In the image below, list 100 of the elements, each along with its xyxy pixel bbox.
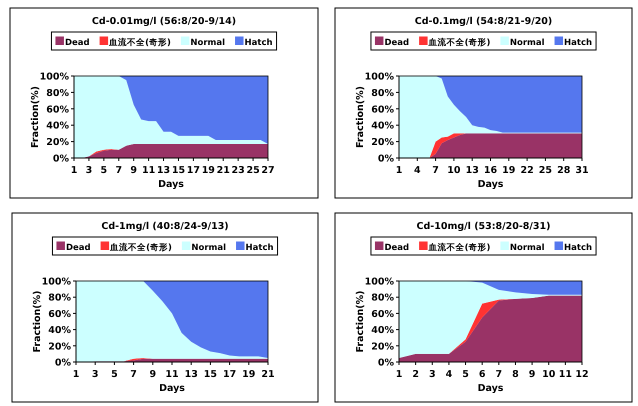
y-tick-label: 0% (54, 358, 72, 368)
y-tick-label: 60% (371, 104, 394, 116)
x-tick-label: 7 (115, 165, 122, 176)
y-tick-label: 20% (48, 341, 72, 352)
x-tick-label: 2 (412, 369, 419, 380)
legend-label: 血流不全(奇形) (428, 242, 490, 253)
x-tick-label: 21 (261, 369, 275, 380)
x-tick-label: 15 (204, 369, 218, 380)
legend-label: Hatch (244, 38, 273, 48)
x-tick-label: 21 (216, 165, 230, 176)
legend-label: 血流不全(奇形) (428, 37, 490, 48)
x-axis-title: Days (159, 383, 186, 394)
x-tick-label: 22 (520, 165, 534, 176)
legend-label: Hatch (564, 38, 592, 48)
x-tick-label: 16 (484, 165, 498, 176)
x-tick-label: 9 (130, 165, 138, 176)
x-tick-label: 3 (428, 369, 436, 380)
x-tick-label: 7 (496, 369, 502, 380)
x-tick-label: 25 (246, 165, 260, 176)
legend-label: Dead (66, 243, 91, 253)
y-tick-label: 60% (371, 308, 394, 320)
legend-label: 血流不全(奇形) (108, 37, 171, 48)
x-tick-label: 7 (432, 165, 439, 176)
x-tick-label: 28 (557, 165, 571, 176)
y-tick-label: 20% (46, 137, 70, 148)
legend-label: Hatch (246, 243, 274, 253)
x-tick-label: 11 (142, 165, 156, 176)
x-tick-label: 8 (512, 369, 520, 380)
legend-label: Normal (191, 243, 226, 253)
x-tick-label: 19 (502, 165, 516, 176)
y-tick-label: 0% (378, 358, 394, 368)
x-tick-label: 1 (72, 369, 80, 380)
x-tick-label: 1 (396, 165, 402, 176)
x-tick-label: 10 (542, 369, 556, 380)
x-tick-label: 17 (222, 369, 236, 380)
y-tick-label: 80% (48, 292, 72, 304)
x-axis-title: Days (478, 179, 504, 190)
legend-label: Hatch (564, 243, 592, 253)
x-tick-label: 13 (184, 369, 198, 380)
x-tick-label: 9 (528, 369, 536, 380)
x-tick-label: 11 (165, 369, 179, 380)
chart-title: Cd-10mg/l (53:8/20-8/31) (416, 221, 550, 232)
x-tick-label: 10 (447, 165, 461, 176)
y-tick-label: 40% (371, 120, 394, 132)
y-axis-title: Fraction(%) (30, 86, 41, 148)
y-tick-label: 100% (40, 72, 70, 82)
legend-label: Dead (384, 38, 410, 48)
legend-label: Dead (384, 243, 410, 253)
y-tick-label: 20% (371, 341, 394, 352)
x-tick-label: 11 (558, 369, 572, 380)
y-axis-title: Fraction(%) (355, 290, 366, 352)
x-tick-label: 4 (446, 369, 453, 380)
y-tick-label: 0% (378, 154, 394, 164)
legend-label: Normal (510, 38, 545, 48)
legend-label: Dead (64, 38, 90, 48)
chart-title: Cd-0.01mg/l (56:8/20-9/14) (92, 16, 236, 27)
x-tick-label: 3 (86, 165, 92, 176)
y-axis-title: Fraction(%) (355, 86, 366, 148)
x-tick-label: 5 (100, 165, 108, 176)
y-tick-label: 0% (52, 154, 70, 164)
y-tick-label: 100% (42, 276, 72, 288)
x-axis-title: Days (158, 179, 184, 190)
x-tick-label: 13 (466, 165, 479, 176)
x-tick-label: 5 (111, 369, 118, 380)
x-tick-label: 27 (261, 165, 275, 176)
x-tick-label: 4 (414, 165, 421, 176)
y-tick-label: 60% (46, 104, 70, 116)
y-axis-title: Fraction(%) (32, 290, 43, 352)
y-tick-label: 40% (46, 120, 70, 132)
legend-label: Normal (510, 243, 545, 253)
x-tick-label: 25 (538, 165, 552, 176)
y-tick-label: 80% (371, 88, 394, 99)
x-tick-label: 17 (186, 165, 200, 176)
x-tick-label: 19 (242, 369, 256, 380)
x-tick-label: 23 (232, 165, 245, 176)
y-tick-label: 20% (371, 137, 394, 148)
y-tick-label: 100% (364, 72, 394, 82)
y-tick-label: 60% (48, 308, 72, 320)
x-axis-title: Days (478, 383, 504, 394)
y-tick-label: 40% (48, 325, 72, 336)
x-tick-label: 19 (202, 165, 215, 176)
x-tick-label: 9 (149, 369, 156, 380)
x-tick-label: 5 (462, 369, 469, 380)
y-tick-label: 40% (371, 325, 394, 336)
x-tick-label: 7 (130, 369, 137, 380)
legend-label: Normal (190, 38, 226, 48)
y-tick-label: 80% (371, 292, 394, 304)
x-tick-label: 13 (156, 165, 170, 176)
x-tick-label: 31 (575, 165, 589, 176)
x-tick-label: 3 (92, 369, 99, 380)
chart-title: Cd-1mg/l (40:8/24-9/13) (101, 221, 229, 232)
y-tick-label: 80% (46, 88, 70, 99)
x-tick-label: 6 (478, 369, 486, 380)
x-tick-label: 1 (396, 369, 402, 380)
chart-title: Cd-0.1mg/l (54:8/21-9/20) (414, 16, 552, 27)
x-tick-label: 15 (172, 165, 186, 176)
y-tick-label: 100% (364, 276, 394, 288)
x-tick-label: 12 (575, 369, 589, 380)
legend-label: 血流不全(奇形) (109, 242, 172, 253)
x-tick-label: 1 (70, 165, 78, 176)
